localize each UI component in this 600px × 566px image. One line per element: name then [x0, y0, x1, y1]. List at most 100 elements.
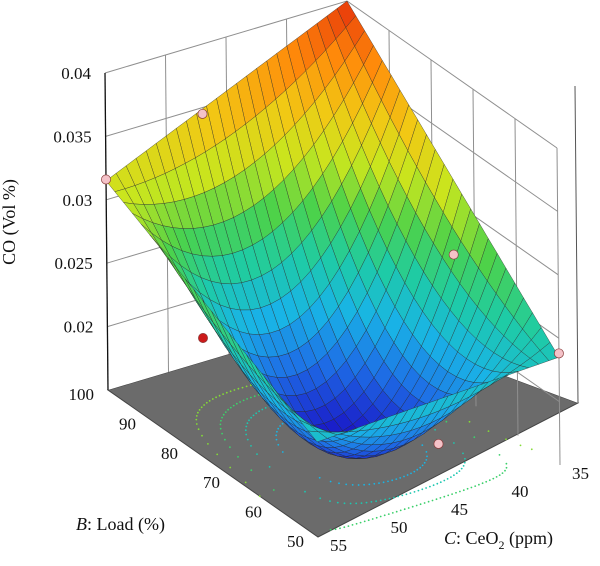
floor-contour-dot [436, 482, 439, 485]
c-tick-label: 35 [572, 464, 589, 483]
floor-contour-dot [391, 479, 394, 482]
floor-contour-dot [397, 495, 399, 498]
floor-contour-dot [498, 454, 501, 456]
floor-contour-dot [407, 507, 410, 509]
b-tick-label: 80 [161, 444, 178, 463]
floor-contour-dot [250, 416, 253, 419]
floor-contour-dot [339, 527, 341, 530]
floor-contour-dot [222, 393, 225, 395]
floor-contour-dot [487, 430, 490, 432]
floor-contour-dot [474, 485, 477, 487]
floor-contour-dot [406, 474, 409, 476]
floor-contour-dot [220, 419, 222, 422]
floor-contour-dot [416, 468, 419, 471]
b-tick-label: 70 [203, 473, 220, 492]
floor-contour-dot [363, 483, 365, 486]
floor-contour-dot [451, 493, 453, 495]
floor-contour-dot [425, 451, 428, 453]
floor-contour-dot [464, 457, 466, 460]
floor-contour-dot [429, 485, 431, 488]
floor-contour-dot [498, 474, 501, 476]
floor-contour-dot [417, 489, 420, 492]
floor-contour-dot [245, 425, 248, 428]
b-axis-label: B: Load (%) [76, 514, 165, 535]
floor-contour-dot [410, 472, 412, 475]
floor-contour-dot [421, 464, 424, 467]
floor-contour-dot [229, 390, 232, 393]
floor-contour-dot [405, 493, 408, 496]
floor-contour-dot [216, 453, 219, 456]
floor-contour-dot [318, 476, 321, 479]
floor-contour-dot [351, 524, 354, 526]
floor-contour-dot [257, 394, 260, 396]
floor-contour-dot [423, 502, 426, 504]
floor-contour-dot [219, 427, 222, 430]
c-tick-label: 45 [451, 500, 468, 519]
floor-contour-dot [258, 495, 261, 498]
floor-contour-dot [224, 411, 227, 413]
floor-contour-dot [255, 412, 258, 415]
floor-contour-dot [256, 453, 258, 455]
c-axis-label-factor: C [444, 528, 457, 548]
floor-contour-dot [423, 461, 426, 464]
floor-contour-dot [224, 438, 226, 441]
c-axis-label: C: CeO2 (ppm) [444, 528, 553, 552]
c-tick-label: 55 [330, 536, 347, 555]
floor-contour-dot [495, 476, 498, 478]
z-axis-label: CO (Vol %) [0, 179, 20, 265]
floor-contour-dot [373, 482, 376, 485]
floor-contour-dot [275, 434, 278, 437]
floor-contour-dot [383, 514, 386, 517]
floor-contour-dot [462, 452, 464, 455]
floor-contour-dot [459, 490, 461, 493]
floor-contour-dot [253, 395, 256, 398]
floor-contour-dot [468, 420, 471, 423]
floor-contour-dot [413, 470, 416, 473]
floor-contour-dot [198, 409, 201, 411]
floor-contour-dot [530, 448, 533, 451]
floor-contour-dot [201, 434, 203, 437]
floor-contour-dot [388, 497, 391, 500]
floor-contour-dot [435, 498, 438, 501]
floor-contour-dot [460, 467, 463, 470]
floor-contour-dot [421, 444, 424, 446]
floor-contour-dot [272, 489, 275, 491]
floor-contour-dot [343, 526, 346, 529]
floor-contour-dot [393, 496, 395, 499]
floor-contour-dot [229, 466, 232, 469]
floor-contour-dot [399, 477, 402, 479]
floor-contour-dot [403, 475, 405, 478]
floor-contour-dot [241, 386, 244, 389]
floor-contour-dot [431, 499, 434, 502]
floor-contour-dot [473, 436, 476, 439]
c-axis-label-unit: (ppm) [505, 528, 554, 549]
floor-contour-dot [250, 445, 252, 447]
floor-contour-dot [200, 406, 203, 409]
floor-contour-dot [501, 472, 504, 474]
floor-contour-dot [375, 500, 377, 503]
floor-contour-dot [453, 442, 455, 444]
floor-contour-dot [370, 501, 373, 503]
floor-contour-dot [281, 422, 284, 425]
b-tick-label: 90 [119, 414, 136, 433]
floor-contour-dot [235, 402, 238, 405]
design-point [433, 438, 444, 449]
floor-contour-dot [445, 420, 448, 423]
floor-contour-dot [368, 483, 371, 486]
floor-contour-dot [329, 528, 332, 531]
floor-contour-dot [399, 509, 402, 512]
b-tick-label: 60 [245, 503, 262, 522]
floor-contour-dot [261, 408, 264, 411]
floor-contour-dot [246, 438, 249, 441]
floor-contour-dot [395, 478, 398, 480]
floor-contour-dot [197, 428, 200, 431]
floor-contour-dot [319, 497, 322, 500]
floor-contour-dot [203, 404, 206, 406]
floor-contour-dot [304, 490, 306, 493]
floor-contour-dot [427, 500, 430, 503]
right-edge-line [574, 85, 579, 404]
floor-contour-dot [250, 469, 253, 472]
floor-contour-dot [355, 502, 358, 505]
b-tick-label: 100 [69, 385, 95, 404]
floor-contour-dot [211, 398, 214, 400]
